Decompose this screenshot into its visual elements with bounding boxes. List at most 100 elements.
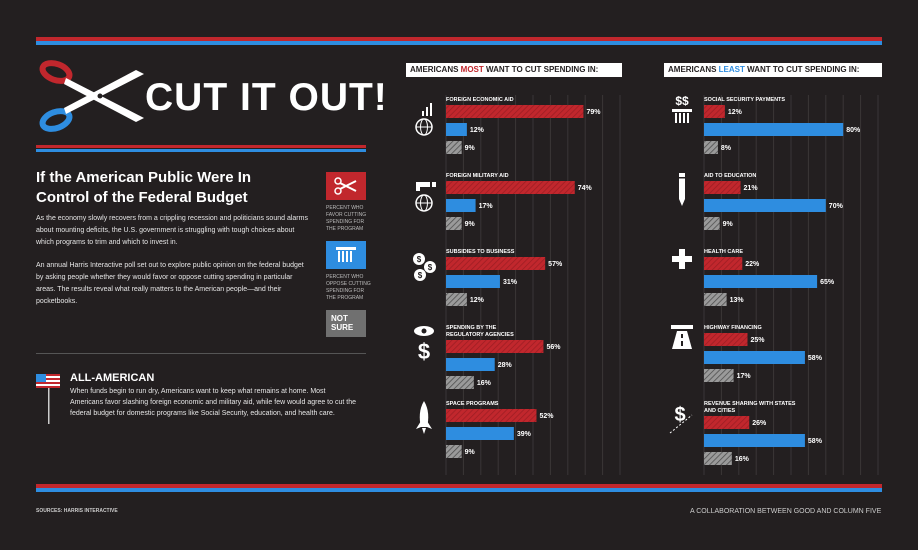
most-category-label: SPENDING BY THE [446, 325, 497, 331]
flag-icon [36, 374, 60, 424]
left-stripe-red [36, 145, 366, 148]
least-title-prefix: AMERICANS [668, 65, 719, 74]
most-bar-favor [446, 105, 584, 118]
globe-gun-icon [415, 182, 436, 212]
most-value-label: 17% [479, 203, 494, 210]
svg-text:$: $ [674, 404, 685, 426]
least-value-label: 9% [723, 221, 734, 228]
highway-icon [671, 325, 693, 349]
most-value-label: 31% [503, 279, 518, 286]
most-value-label: 12% [470, 127, 485, 134]
least-bar-favor [704, 105, 725, 118]
intro-paragraph-2: An annual Harris Interactive poll set ou… [36, 262, 304, 305]
most-bar-favor [446, 181, 575, 194]
most-value-label: 28% [498, 362, 513, 369]
least-bar-favor [704, 257, 743, 270]
least-value-label: 17% [737, 373, 752, 380]
least-bar-not-sure [704, 293, 727, 306]
most-title-suffix: WANT TO CUT SPENDING IN: [483, 65, 599, 74]
all-american-text: When funds begin to run dry, Americans w… [70, 388, 356, 417]
svg-text:$: $ [428, 263, 433, 272]
legend-favor-label: PERCENT WHO FAVOR CUTTING SPENDING FOR T… [326, 205, 367, 232]
top-stripe-blue [36, 41, 882, 45]
most-title-highlight: MOST [460, 65, 484, 74]
pencil-icon [679, 173, 685, 206]
least-value-label: 22% [745, 261, 760, 268]
least-value-label: 12% [728, 109, 743, 116]
least-bar-oppose [704, 123, 844, 136]
bottom-stripe-blue [36, 488, 882, 492]
least-category-label: HEALTH CARE [704, 249, 743, 255]
least-category-label: SOCIAL SECURITY PAYMENTS [704, 97, 785, 103]
legend-not-sure: NOT SURE [326, 310, 366, 337]
most-bar-favor [446, 340, 544, 353]
dollar-slash-icon: $ [669, 404, 693, 434]
least-title-highlight: LEAST [718, 65, 745, 74]
most-bar-oppose [446, 427, 514, 440]
least-value-label: 25% [751, 337, 766, 344]
legend-favor-swatch [326, 172, 366, 200]
least-bar-favor [704, 181, 741, 194]
least-value-label: 65% [820, 279, 835, 286]
least-value-label: 70% [829, 203, 844, 210]
least-panel-title: AMERICANS LEAST WANT TO CUT SPENDING IN: [664, 63, 882, 77]
least-bar-favor [704, 333, 748, 346]
most-category-label: FOREIGN MILITARY AID [446, 173, 509, 179]
section-divider [36, 353, 366, 354]
least-category-label: AND CITIES [704, 408, 736, 414]
most-bar-oppose [446, 358, 495, 371]
cross-icon [672, 249, 692, 269]
least-cut-chart: $$ SOCIAL SECURITY PAYMENTS 12% 80% 8% AID TO… [669, 94, 879, 475]
most-value-label: 9% [465, 221, 476, 228]
most-title-prefix: AMERICANS [410, 65, 461, 74]
svg-text:$: $ [417, 255, 422, 264]
least-bar-oppose [704, 199, 826, 212]
most-bar-not-sure [446, 293, 467, 306]
most-category-label: SPACE PROGRAMS [446, 401, 499, 407]
legend-pillar-icon [336, 247, 356, 262]
least-bar-oppose [704, 434, 805, 447]
most-bar-not-sure [446, 141, 462, 154]
scissors-icon [39, 60, 144, 132]
least-category-label: REVENUE SHARING WITH STATES [704, 401, 796, 407]
sources-note: SOURCES: HARRIS INTERACTIVE [36, 508, 118, 514]
most-bar-favor [446, 409, 537, 422]
left-stripe-blue [36, 149, 366, 152]
most-bar-oppose [446, 123, 467, 136]
svg-text:$: $ [418, 339, 430, 364]
least-bar-oppose [704, 351, 805, 364]
least-bar-not-sure [704, 217, 720, 230]
most-value-label: 16% [477, 380, 492, 387]
most-panel-title: AMERICANS MOST WANT TO CUT SPENDING IN: [406, 63, 622, 77]
most-bar-not-sure [446, 376, 474, 389]
most-category-label: FOREIGN ECONOMIC AID [446, 97, 514, 103]
legend-oppose-swatch [326, 241, 366, 269]
least-bar-favor [704, 416, 750, 429]
least-category-label: AID TO EDUCATION [704, 173, 756, 179]
most-bar-not-sure [446, 217, 462, 230]
least-value-label: 58% [808, 355, 823, 362]
least-bar-not-sure [704, 452, 732, 465]
least-value-label: 16% [735, 456, 750, 463]
page-title: CUT IT OUT! [145, 76, 388, 119]
most-cut-chart: FOREIGN ECONOMIC AID 79% 12% 9% FOREIGN MILI… [413, 95, 621, 475]
least-value-label: 58% [808, 438, 823, 445]
most-value-label: 9% [465, 449, 476, 456]
least-value-label: 21% [744, 185, 759, 192]
all-american-title: ALL-AMERICAN [70, 372, 155, 384]
most-bar-oppose [446, 275, 500, 288]
svg-text:$$: $$ [675, 94, 689, 108]
most-value-label: 57% [548, 261, 563, 268]
most-value-label: 56% [546, 344, 561, 351]
most-bar-oppose [446, 199, 476, 212]
most-category-label: REGULATORY AGENCIES [446, 332, 514, 338]
least-value-label: 26% [752, 420, 767, 427]
least-value-label: 13% [730, 297, 745, 304]
least-bar-not-sure [704, 369, 734, 382]
coins-icon: $ $ $ [413, 253, 436, 281]
globe-chart-icon [415, 103, 433, 136]
least-value-label: 80% [846, 127, 861, 134]
svg-text:$: $ [418, 271, 423, 280]
least-category-label: HIGHWAY FINANCING [704, 325, 762, 331]
bottom-stripe-red [36, 484, 882, 488]
